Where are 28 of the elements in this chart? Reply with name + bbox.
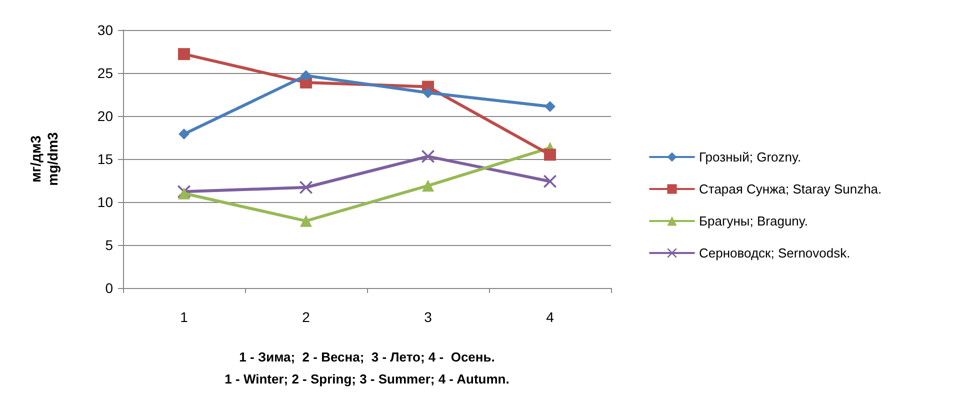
legend-label: Серноводск; Sernovodsk.	[699, 246, 850, 260]
x-tick-label: 2	[302, 309, 310, 325]
point	[300, 180, 312, 194]
y-tick-label: 15	[97, 151, 114, 167]
point	[544, 174, 556, 188]
point	[300, 70, 312, 82]
point	[544, 101, 556, 112]
point	[300, 214, 312, 227]
legend-label: Грозный; Grozny.	[699, 150, 802, 164]
y-tick-label: 25	[97, 65, 114, 81]
x-axis-title: 1 - Зима; 2 - Весна; 3 - Лето; 4 - Осень. 1 - Winter; 2 - Spring; 3 - Summer; 4 - Autumn.	[224, 350, 510, 386]
point	[422, 150, 434, 163]
legend-label: Брагуны; Braguny.	[699, 214, 808, 228]
x-tick-label: 1	[180, 309, 188, 325]
y-tick-label: 0	[105, 280, 114, 296]
point	[544, 148, 556, 161]
point	[422, 180, 434, 192]
y-tick-label: 5	[105, 237, 114, 253]
point	[178, 48, 190, 60]
y-tick-label: 20	[97, 108, 114, 124]
y-axis-title: мг/дм3 mg/dm3	[28, 132, 60, 186]
x-tick-label: 3	[424, 309, 432, 325]
point	[178, 128, 190, 140]
x-tick-label: 4	[546, 309, 554, 325]
y-tick-label: 10	[97, 194, 114, 210]
y-tick-label: 30	[97, 22, 114, 38]
legend-label: Старая Сунжа; Staray Sunzha.	[699, 182, 882, 196]
point	[422, 87, 434, 98]
